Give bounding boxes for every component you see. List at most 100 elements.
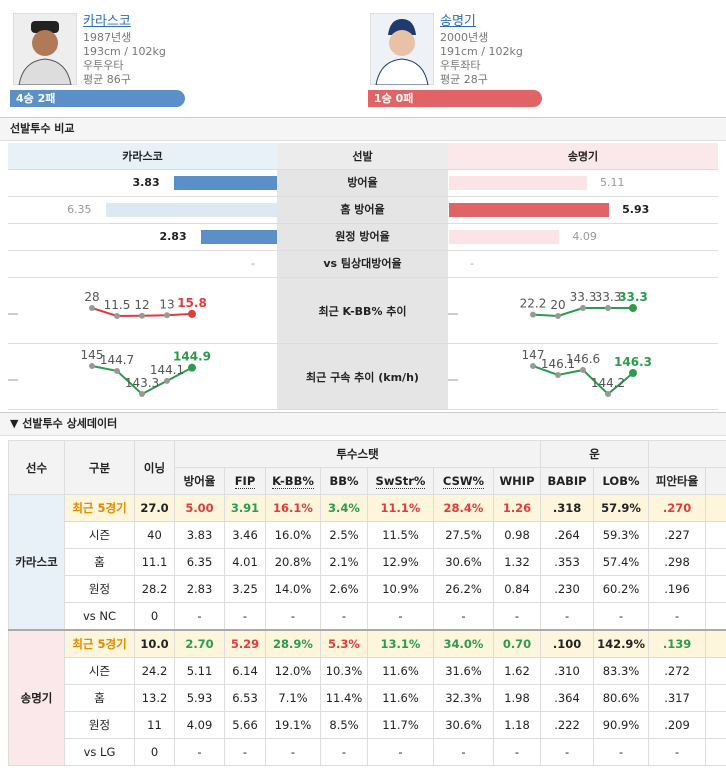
row-cell: 방어율 — [277, 170, 448, 197]
data-cell: 홈 — [64, 684, 135, 712]
trend-point — [605, 305, 611, 311]
data-cell: 142.9% — [593, 629, 650, 658]
data-cell: - — [367, 738, 434, 766]
trend-label: 144.2 — [591, 376, 625, 390]
player-name[interactable]: 송명기 — [440, 14, 476, 29]
row-label: vs 팀상대방어율 — [323, 257, 402, 270]
data-cell: 10.0 — [134, 629, 175, 658]
value-label: 3.83 — [132, 176, 160, 189]
data-cell: 27.5% — [433, 521, 494, 549]
data-cell: 11.6% — [367, 657, 434, 685]
player-name[interactable]: 카라스코 — [83, 14, 131, 29]
data-cell — [705, 575, 726, 603]
section-title[interactable]: ▼ 선발투수 상세데이터 — [0, 412, 726, 436]
header-cell: K-BB% — [265, 467, 321, 495]
trend-label: 13 — [159, 297, 174, 311]
trend-point — [580, 367, 586, 373]
data-cell — [705, 629, 726, 658]
data-cell: 3.83 — [174, 521, 225, 549]
trend-label: 28 — [84, 290, 99, 304]
header-text: BABIP — [547, 474, 587, 488]
row-cell: 최근 구속 추이 (km/h) — [277, 344, 448, 410]
player-photo — [13, 13, 77, 85]
trend-label: 144.1 — [150, 363, 184, 377]
data-cell: .196 — [648, 575, 707, 603]
trend-label: 11.5 — [104, 298, 131, 312]
data-cell: - — [540, 738, 595, 766]
data-cell: - — [648, 738, 707, 766]
header-cell: 선수 — [8, 440, 65, 495]
trend-label: 33.3 — [618, 290, 648, 304]
trend-point — [114, 367, 120, 374]
player-photo — [370, 13, 434, 85]
data-cell: 1.32 — [492, 548, 542, 576]
data-row: vs NC 0- - - - - - - - - - — [9, 602, 726, 631]
value-label: 6.35 — [67, 203, 92, 216]
data-cell — [705, 602, 726, 631]
data-row: 송명기 최근 5경기 10.0 2.70 5.29 28.9% 5.3% 13.1% 34.0%… — [8, 629, 726, 766]
data-cell: 60.2% — [593, 575, 650, 603]
detail-table: 선수 구분 이닝 투수스탯 운 방어율 FIP K-BB% BB% SwStr% CSW% WHIP B… — [8, 440, 726, 766]
trend-label: 144.7 — [100, 353, 134, 367]
trend-point — [139, 312, 145, 319]
data-cell — [705, 684, 726, 712]
data-cell: .264 — [540, 521, 595, 549]
player-body: 191cm / 102kg — [440, 45, 523, 58]
data-cell: 1.98 — [492, 684, 542, 712]
data-cell: 홈 — [64, 548, 135, 576]
data-cell: - — [540, 602, 595, 631]
trend-label: 20 — [550, 298, 565, 312]
data-cell: - — [433, 738, 494, 766]
bar — [173, 176, 277, 190]
trend-label: 143.3 — [125, 376, 159, 390]
data-row: 시즌 40 3.83 3.46 16.0% 2.5% 11.5% 27.5% 0.98.264 5… — [9, 521, 726, 549]
comparison: 카라스코 선발 송명기 3.83 방어율 5.11 6.35 홈 방어율 5.93 2.83 원정 … — [8, 143, 718, 410]
header-cell: BABIP — [540, 467, 595, 495]
data-cell: .318 — [540, 494, 595, 522]
trend-point — [139, 391, 145, 397]
data-cell: 2.83 — [174, 575, 225, 603]
data-cell: 10.9% — [367, 575, 434, 603]
group-header — [648, 440, 726, 468]
data-cell: 11.1% — [367, 494, 434, 522]
bar — [449, 176, 587, 190]
row-cell: 최근 K-BB% 추이 — [277, 278, 448, 344]
header-text: 방어율 — [183, 474, 216, 488]
header-cell: 이닝 — [134, 440, 175, 495]
data-cell: 2.1% — [320, 548, 368, 576]
row-label: 최근 K-BB% 추이 — [318, 304, 407, 318]
header-cell — [705, 467, 726, 495]
value-label: - — [251, 257, 255, 270]
data-cell: 1.62 — [492, 657, 542, 685]
data-cell: - — [492, 602, 542, 631]
header-cell: 구분 — [64, 440, 135, 495]
data-cell — [705, 738, 726, 766]
header-text: CSW% — [442, 474, 485, 489]
data-cell: 4.01 — [224, 548, 266, 576]
trend-point — [530, 311, 536, 318]
data-row: vs LG 0- - - - - - - - - - — [9, 738, 726, 766]
row-cell: 4.09 — [448, 224, 718, 251]
trend-label: 33.3 — [595, 290, 622, 304]
data-cell: 3.91 — [224, 494, 266, 522]
data-cell: 5.00 — [174, 494, 225, 522]
data-cell — [705, 548, 726, 576]
trend-point — [629, 369, 637, 377]
record-bar: 4승 2패 — [10, 90, 185, 107]
header-cell: FIP — [224, 467, 266, 495]
data-cell: 0 — [134, 602, 175, 631]
trend-point — [555, 313, 561, 319]
trend-point — [164, 377, 170, 384]
data-cell: .222 — [540, 711, 595, 739]
row-label: 방어율 — [347, 176, 378, 189]
data-cell: 40 — [134, 521, 175, 549]
toggle-icon[interactable]: ▼ — [10, 417, 23, 430]
data-cell — [705, 657, 726, 685]
header-row: 선수 구분 이닝 투수스탯 운 — [8, 440, 726, 495]
data-cell: 14.0% — [265, 575, 321, 603]
trend-point — [114, 313, 120, 319]
trend-point — [89, 363, 95, 369]
header-cell: LOB% — [593, 467, 650, 495]
trend-label: 146.1 — [541, 357, 575, 371]
trend-chart: 28 11.5 12 13 15.8 — [8, 290, 277, 344]
